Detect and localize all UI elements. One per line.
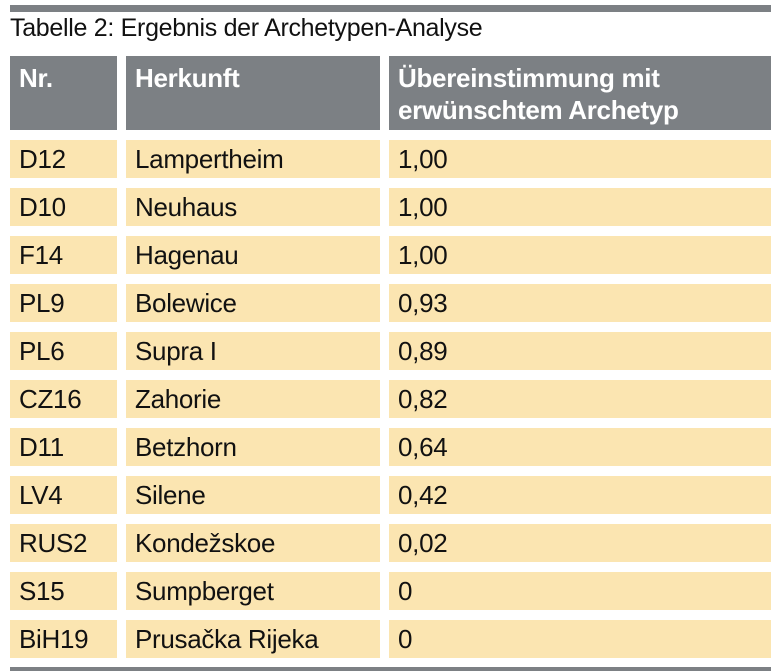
cell-wert: 0,02 <box>389 524 771 562</box>
cell-herkunft: Betzhorn <box>126 428 380 466</box>
cell-nr: CZ16 <box>10 380 117 418</box>
cell-herkunft: Supra I <box>126 332 380 370</box>
table-title: Tabelle 2: Ergebnis der Archetypen-Analy… <box>10 14 483 42</box>
cell-wert: 1,00 <box>389 140 771 178</box>
cell-wert: 1,00 <box>389 188 771 226</box>
cell-wert: 0,89 <box>389 332 771 370</box>
cell-nr: LV4 <box>10 476 117 514</box>
cell-nr: S15 <box>10 572 117 610</box>
cell-nr: BiH19 <box>10 620 117 658</box>
cell-herkunft: Sumpberget <box>126 572 380 610</box>
cell-herkunft: Lampertheim <box>126 140 380 178</box>
top-rule <box>10 5 771 12</box>
cell-nr: D12 <box>10 140 117 178</box>
cell-wert: 0 <box>389 572 771 610</box>
cell-herkunft: Zahorie <box>126 380 380 418</box>
cell-wert: 0,82 <box>389 380 771 418</box>
cell-nr: RUS2 <box>10 524 117 562</box>
archetype-table: Nr. Herkunft Übereinstimmung mit erwünsc… <box>10 56 771 658</box>
cell-nr: D10 <box>10 188 117 226</box>
cell-herkunft: Neuhaus <box>126 188 380 226</box>
cell-nr: D11 <box>10 428 117 466</box>
cell-nr: PL6 <box>10 332 117 370</box>
cell-wert: 0,93 <box>389 284 771 322</box>
cell-herkunft: Prusačka Rijeka <box>126 620 380 658</box>
cell-herkunft: Silene <box>126 476 380 514</box>
column-header-uebereinstimmung: Übereinstimmung mit erwünschtem Archetyp <box>389 56 771 130</box>
bottom-rule <box>10 667 771 671</box>
cell-herkunft: Kondežskoe <box>126 524 380 562</box>
column-header-nr: Nr. <box>10 56 117 130</box>
cell-herkunft: Bolewice <box>126 284 380 322</box>
cell-wert: 0,64 <box>389 428 771 466</box>
cell-herkunft: Hagenau <box>126 236 380 274</box>
column-header-herkunft: Herkunft <box>126 56 380 130</box>
cell-nr: F14 <box>10 236 117 274</box>
cell-wert: 0 <box>389 620 771 658</box>
cell-wert: 1,00 <box>389 236 771 274</box>
cell-wert: 0,42 <box>389 476 771 514</box>
cell-nr: PL9 <box>10 284 117 322</box>
